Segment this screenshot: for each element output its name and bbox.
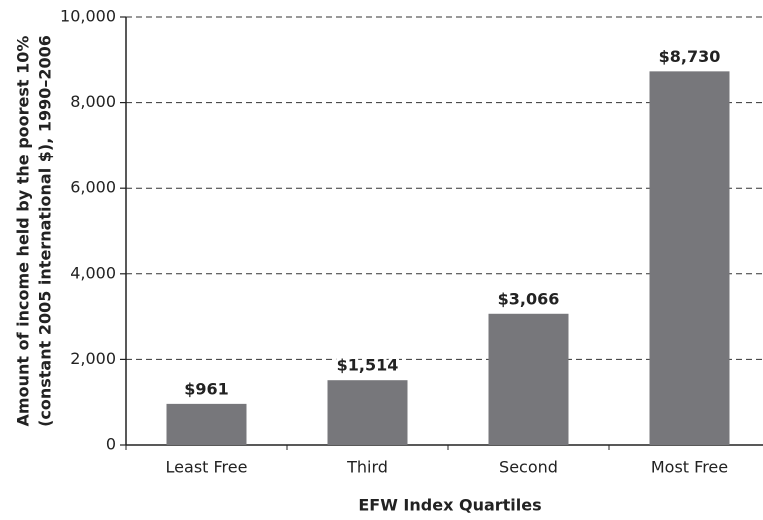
bar <box>649 71 730 445</box>
bar <box>166 403 247 445</box>
y-tick-label: 0 <box>106 435 116 454</box>
value-label: $1,514 <box>337 356 399 375</box>
value-label: $961 <box>184 379 229 398</box>
x-tick-label: Most Free <box>651 458 728 477</box>
value-label: $3,066 <box>498 289 560 308</box>
y-tick-label: 10,000 <box>60 7 116 26</box>
value-label: $8,730 <box>659 47 721 66</box>
y-tick-label: 6,000 <box>70 178 116 197</box>
x-axis-label: EFW Index Quartiles <box>358 496 541 515</box>
bar <box>327 380 408 445</box>
x-tick-label: Third <box>346 458 388 477</box>
x-tick-label: Least Free <box>166 458 248 477</box>
y-tick-label: 2,000 <box>70 349 116 368</box>
x-tick-label: Second <box>499 458 558 477</box>
y-axis-label: Amount of income held by the poorest 10% <box>14 36 33 427</box>
bar <box>488 313 569 445</box>
y-tick-label: 8,000 <box>70 92 116 111</box>
y-axis-label: (constant 2005 international $), 1990–20… <box>36 35 55 427</box>
y-tick-label: 4,000 <box>70 263 116 282</box>
